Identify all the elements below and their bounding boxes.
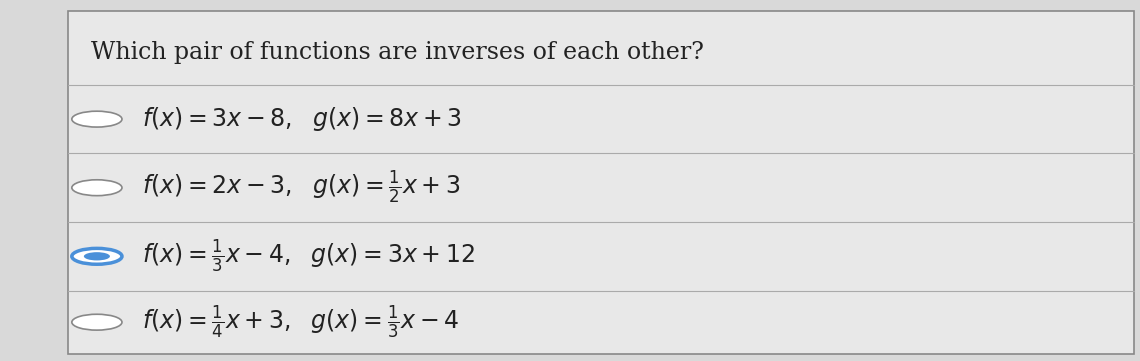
Text: $f(x) = 2x - 3, \ \ g(x) = \frac{1}{2}x + 3$: $f(x) = 2x - 3, \ \ g(x) = \frac{1}{2}x … xyxy=(142,169,461,206)
Circle shape xyxy=(72,180,122,196)
Text: $f(x) = 3x - 8, \ \ g(x) = 8x + 3$: $f(x) = 3x - 8, \ \ g(x) = 8x + 3$ xyxy=(142,105,463,133)
Text: $f(x) = \frac{1}{3}x - 4, \ \ g(x) = 3x + 12$: $f(x) = \frac{1}{3}x - 4, \ \ g(x) = 3x … xyxy=(142,238,475,275)
Text: $f(x) = \frac{1}{4}x + 3, \ \ g(x) = \frac{1}{3}x - 4$: $f(x) = \frac{1}{4}x + 3, \ \ g(x) = \fr… xyxy=(142,304,459,341)
Circle shape xyxy=(72,111,122,127)
Text: Which pair of functions are inverses of each other?: Which pair of functions are inverses of … xyxy=(91,41,705,64)
Circle shape xyxy=(84,252,109,260)
Circle shape xyxy=(72,248,122,264)
FancyBboxPatch shape xyxy=(68,11,1134,354)
Circle shape xyxy=(72,314,122,330)
